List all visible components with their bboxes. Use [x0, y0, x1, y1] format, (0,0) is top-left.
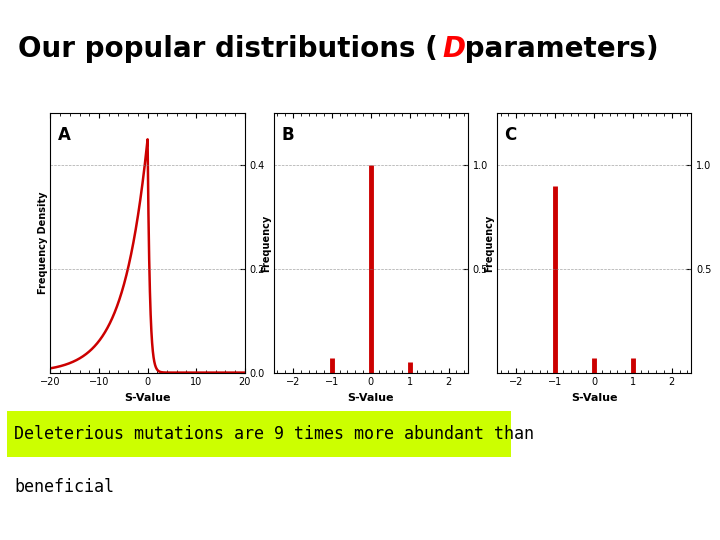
Text: beneficial: beneficial: [14, 478, 114, 496]
Text: C: C: [505, 126, 517, 144]
Text: D: D: [443, 35, 466, 63]
Text: Deleterious mutations are 9 times more abundant than: Deleterious mutations are 9 times more a…: [14, 425, 534, 443]
Text: A: A: [58, 126, 71, 144]
Y-axis label: Frequency: Frequency: [261, 214, 271, 272]
Text: B: B: [282, 126, 294, 144]
Text: Our popular distributions (: Our popular distributions (: [18, 35, 438, 63]
Y-axis label: Frequency Density: Frequency Density: [37, 192, 48, 294]
X-axis label: S-Value: S-Value: [348, 393, 394, 403]
Bar: [7, 411, 511, 457]
Y-axis label: Frequency: Frequency: [484, 214, 494, 272]
X-axis label: S-Value: S-Value: [571, 393, 617, 403]
X-axis label: S-Value: S-Value: [125, 393, 171, 403]
Text: parameters): parameters): [455, 35, 659, 63]
